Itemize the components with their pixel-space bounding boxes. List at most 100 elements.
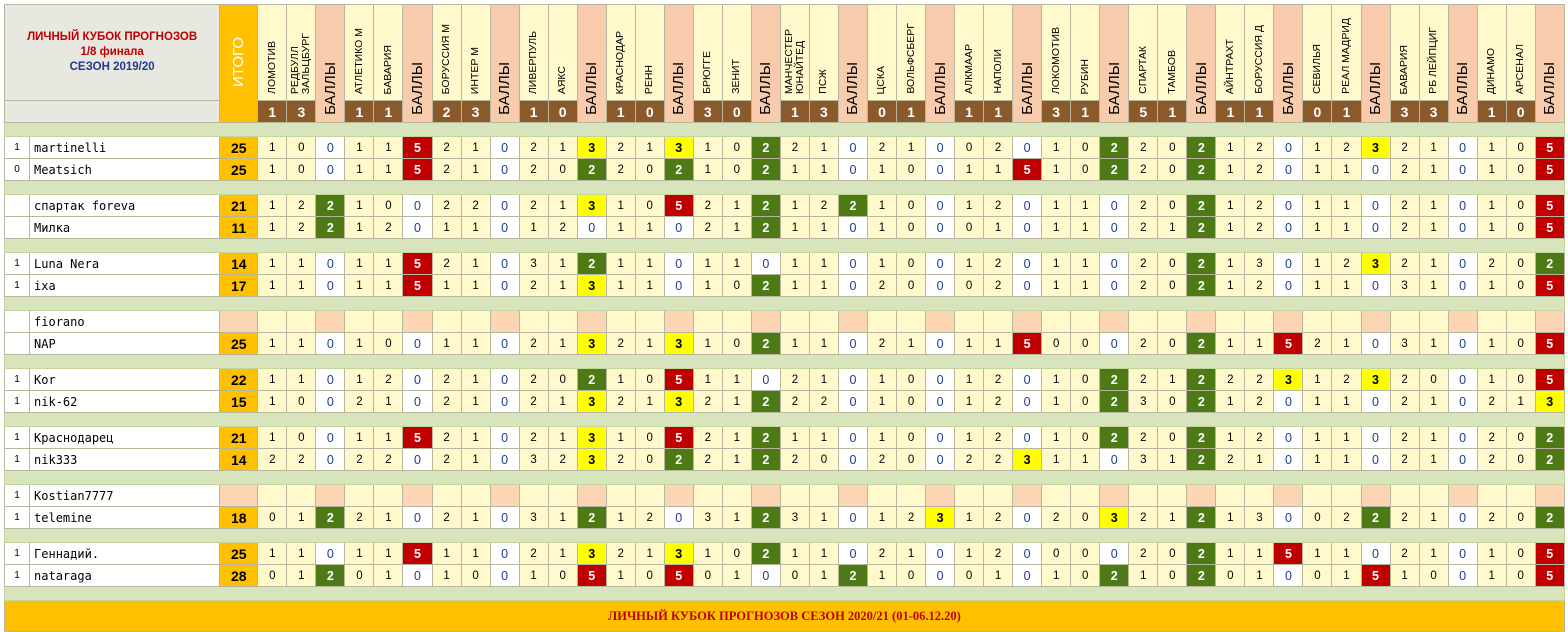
pred-away: 2 (1244, 274, 1275, 297)
pred-points: 5 (1534, 194, 1565, 217)
player-name[interactable]: Kostian7777 (29, 484, 221, 507)
pred-home: 1 (344, 216, 375, 239)
pred-points: 0 (489, 252, 520, 275)
pred-points: 3 (576, 448, 607, 471)
pred-home: 2 (866, 136, 898, 159)
pred-points: 0 (1273, 194, 1304, 217)
pred-home: 0 (257, 506, 288, 529)
pred-points: 0 (489, 542, 520, 565)
pred-points: 0 (663, 216, 694, 239)
pred-away (373, 484, 404, 507)
player-name[interactable]: спартак foreva (29, 194, 221, 217)
player-name[interactable]: Геннадий. (29, 542, 221, 565)
player-row: 1 nik-62 15 1 0 0 2 1 0 2 1 0 2 1 3 2 1 3 2 1 2 2 2 0 1 0 0 1 2 0 1 0 2 3… (3, 390, 1565, 413)
pred-away: 0 (1157, 332, 1188, 355)
pred-away: 2 (983, 252, 1014, 275)
player-name[interactable]: martinelli (29, 136, 221, 159)
pred-points (315, 484, 346, 507)
pred-home: 1 (866, 158, 898, 181)
pred-home: 2 (692, 194, 723, 217)
player-row: 0 Meatsich 25 1 0 0 1 1 5 2 1 0 2 0 2 2 0 2 1 0 2 1 1 0 1 0 0 1 1 5 1 0… (3, 158, 1565, 181)
pred-home: 1 (1476, 274, 1507, 297)
separator-row (4, 122, 1565, 137)
player-name[interactable]: nik-62 (29, 390, 221, 413)
pred-points: 0 (1273, 564, 1304, 587)
pred-home: 1 (605, 426, 636, 449)
pred-home: 1 (431, 274, 462, 297)
pred-home: 2 (1128, 252, 1159, 275)
pred-away: 2 (373, 216, 404, 239)
pred-home: 1 (954, 368, 985, 391)
player-name[interactable]: Luna Nera (29, 252, 221, 275)
pred-home: 1 (692, 158, 723, 181)
pred-points: 0 (1273, 274, 1304, 297)
pred-away: 2 (1331, 506, 1362, 529)
pred-points (1012, 484, 1043, 507)
player-name[interactable]: Kor (29, 368, 221, 391)
player-name[interactable]: nataraga (29, 564, 221, 587)
pred-away: 2 (1244, 194, 1275, 217)
pred-home: 2 (431, 426, 462, 449)
player-name[interactable]: nik333 (29, 448, 221, 471)
player-name[interactable]: Краснодарец (29, 426, 221, 449)
pred-away: 1 (460, 332, 491, 355)
pred-away: 1 (1070, 274, 1101, 297)
pred-home: 2 (431, 448, 462, 471)
result-away-5: 0 (721, 100, 752, 123)
pred-home: 1 (779, 332, 810, 355)
pred-points: 0 (925, 564, 956, 587)
pred-home (605, 484, 636, 507)
pred-home: 1 (344, 158, 375, 181)
player-name[interactable]: fiorano (29, 310, 221, 333)
pred-away: 1 (1331, 332, 1362, 355)
pred-away: 1 (1157, 368, 1188, 391)
pred-away: 2 (1244, 158, 1275, 181)
pred-away: 1 (808, 332, 839, 355)
pred-away: 1 (1331, 448, 1362, 471)
pred-points: 3 (576, 194, 607, 217)
away-team-4: РЕНН (634, 4, 665, 101)
pred-points: 0 (1360, 158, 1391, 181)
pred-home: 1 (344, 252, 375, 275)
away-team-name: РЕАЛ МАДРИД (1339, 18, 1352, 94)
pred-points: 0 (1012, 136, 1043, 159)
player-name[interactable]: Meatsich (29, 158, 221, 181)
pred-home: 2 (1389, 542, 1420, 565)
pred-away: 0 (895, 274, 927, 297)
pred-home: 0 (344, 564, 375, 587)
pred-home: 2 (1041, 506, 1072, 529)
pred-points: 2 (1186, 216, 1217, 239)
pred-away: 1 (1418, 448, 1449, 471)
pred-away: 0 (1157, 390, 1188, 413)
pred-away: 0 (1505, 542, 1536, 565)
pred-away: 1 (1418, 506, 1449, 529)
player-row: 1 Краснодарец 21 1 0 0 1 1 5 2 1 0 2 1 3 1 0 5 2 1 2 1 1 0 1 0 0 1 2… (3, 426, 1565, 449)
pred-away: 2 (983, 426, 1014, 449)
player-name[interactable]: ixa (29, 274, 221, 297)
pred-home: 1 (1215, 194, 1246, 217)
pred-points (750, 310, 781, 333)
player-name[interactable]: telemine (29, 506, 221, 529)
pred-away: 1 (547, 136, 578, 159)
pred-away: 1 (1418, 194, 1449, 217)
pred-home: 1 (1476, 216, 1507, 239)
pred-away: 1 (808, 542, 839, 565)
player-name[interactable]: NAP (29, 332, 221, 355)
separator-row (4, 238, 1565, 253)
pred-points: 0 (1273, 136, 1304, 159)
pred-away: 1 (1418, 216, 1449, 239)
pred-points: 0 (837, 506, 868, 529)
pred-away: 0 (286, 136, 317, 159)
pred-home: 1 (1215, 216, 1246, 239)
pred-away: 0 (1157, 564, 1188, 587)
player-name[interactable]: Милка (29, 216, 221, 239)
pred-away: 0 (808, 448, 839, 471)
pred-away: 0 (895, 194, 927, 217)
pred-points: 0 (315, 448, 346, 471)
pred-points (1360, 310, 1391, 333)
pred-home: 1 (431, 216, 462, 239)
pred-home: 3 (1389, 274, 1420, 297)
pred-home: 1 (257, 332, 288, 355)
pred-points: 2 (576, 506, 607, 529)
points-header-14: БАЛЛЫ (1534, 4, 1565, 123)
